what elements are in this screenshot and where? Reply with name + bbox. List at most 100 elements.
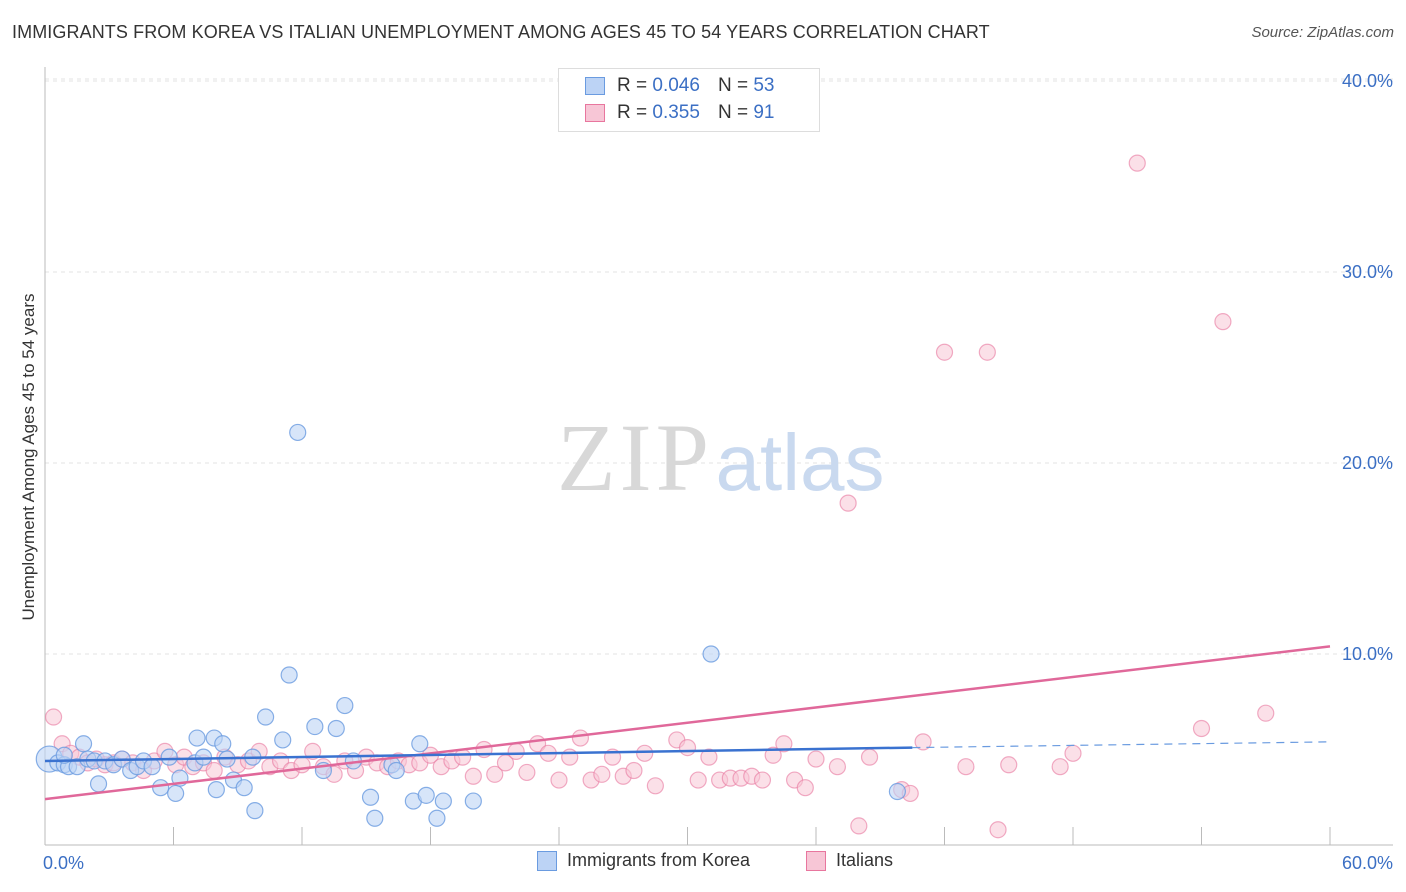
italians-point xyxy=(646,777,664,795)
korea-point xyxy=(214,735,232,753)
korea-point xyxy=(89,775,108,793)
legend-n-value: 91 xyxy=(753,102,775,123)
legend-swatch-pink xyxy=(585,104,605,122)
y-tick-label: 40.0% xyxy=(1342,71,1393,91)
italians-point xyxy=(1192,719,1211,738)
bottom-legend-label-italians: Italians xyxy=(836,850,894,870)
italians-point xyxy=(454,748,472,766)
italians-point xyxy=(1257,704,1275,722)
italians-point xyxy=(850,817,868,835)
x-tick-label-max: 60.0% xyxy=(1342,853,1393,873)
italians-point xyxy=(571,729,590,747)
x-tick-label-min: 0.0% xyxy=(43,853,84,873)
korea-point xyxy=(387,761,405,780)
italians-point xyxy=(205,761,223,780)
bottom-legend-korea: Immigrants from Korea xyxy=(537,850,750,871)
italians-point xyxy=(464,767,482,785)
korea-point xyxy=(336,696,354,715)
korea-point xyxy=(428,809,446,827)
bottom-legend-label-korea: Immigrants from Korea xyxy=(567,850,751,870)
italians-point xyxy=(1128,154,1146,172)
italians-point xyxy=(775,735,793,753)
source-label: Source: ZipAtlas.com xyxy=(1251,24,1394,41)
legend-row-italians: R = 0.355 N = 91 xyxy=(585,100,774,126)
korea-point xyxy=(188,729,206,747)
italians-point xyxy=(304,742,322,761)
korea-point xyxy=(327,719,345,738)
bottom-legend-swatch-blue xyxy=(537,850,557,871)
italians-point xyxy=(828,758,847,776)
korea-point xyxy=(167,784,185,803)
korea-point xyxy=(194,748,213,766)
italians-point xyxy=(764,746,782,764)
italians-point xyxy=(550,771,568,789)
korea-point xyxy=(888,782,906,801)
legend-row-korea: R = 0.046 N = 53 xyxy=(585,73,774,99)
legend-r-label: R = xyxy=(617,102,648,123)
italians-point xyxy=(860,748,879,766)
korea-point xyxy=(306,717,324,736)
italians-point xyxy=(1064,744,1082,762)
legend: R = 0.046 N = 53 R = 0.355 N = 91 xyxy=(558,68,820,132)
korea-point xyxy=(55,746,73,764)
korea-point xyxy=(361,788,380,806)
italians-point xyxy=(957,758,975,776)
korea-point xyxy=(207,781,225,799)
korea-point xyxy=(143,758,161,776)
korea-point xyxy=(417,786,435,804)
korea-point xyxy=(256,708,275,726)
korea-point xyxy=(464,792,482,810)
korea-point xyxy=(235,779,253,797)
korea-point xyxy=(152,779,170,797)
italians-point xyxy=(486,765,504,783)
italians-point xyxy=(678,738,697,757)
italians-point xyxy=(935,343,954,361)
italians-point xyxy=(518,763,536,782)
axes xyxy=(44,67,1393,846)
y-tick-label: 10.0% xyxy=(1342,644,1393,664)
watermark-atlas: atlas xyxy=(716,418,885,507)
legend-r-value: 0.355 xyxy=(652,102,700,123)
italians-point xyxy=(636,744,654,762)
korea-point xyxy=(702,645,720,663)
legend-n-value: 53 xyxy=(753,75,775,96)
italians-point xyxy=(625,761,643,780)
italians-point xyxy=(689,771,707,789)
tick-labels: 10.0% 20.0% 30.0% 40.0% 0.0% 60.0% xyxy=(43,71,1393,873)
italians-point xyxy=(753,771,772,789)
italians-point xyxy=(593,765,611,783)
italians-point xyxy=(989,821,1007,839)
legend-swatch-blue xyxy=(585,77,605,95)
korea-point xyxy=(160,748,178,766)
korea-point xyxy=(366,809,384,827)
italians-point xyxy=(507,742,525,761)
korea-point xyxy=(434,792,452,810)
italians-point xyxy=(1000,756,1018,774)
legend-n-label: N = xyxy=(717,75,749,96)
italians-point xyxy=(978,343,996,361)
italians-point xyxy=(1214,313,1232,331)
korea-point xyxy=(274,731,292,749)
legend-r-value: 0.046 xyxy=(652,75,700,96)
italians-trend-line xyxy=(44,645,1331,801)
bottom-legend-swatch-pink xyxy=(806,850,826,871)
grid-lines xyxy=(45,78,1393,655)
watermark: ZIP atlas xyxy=(557,404,884,511)
italians-point xyxy=(44,708,63,726)
y-axis-label: Unemployment Among Ages 45 to 54 years xyxy=(19,294,38,621)
italians-point xyxy=(796,779,814,797)
korea-point xyxy=(411,735,429,753)
korea-point xyxy=(246,802,264,820)
chart-title: IMMIGRANTS FROM KOREA VS ITALIAN UNEMPLO… xyxy=(12,22,990,42)
legend-r-label: R = xyxy=(617,75,648,96)
italians-point xyxy=(1051,758,1069,776)
italians-point xyxy=(700,748,718,766)
korea-trend-line xyxy=(44,746,913,763)
korea-trend-extension xyxy=(912,741,1331,749)
italians-point xyxy=(807,750,825,768)
y-tick-label: 20.0% xyxy=(1342,453,1393,473)
korea-point xyxy=(280,666,298,684)
italians-point xyxy=(914,733,932,751)
legend-n-label: N = xyxy=(717,102,749,123)
bottom-legend-italians: Italians xyxy=(806,850,893,871)
